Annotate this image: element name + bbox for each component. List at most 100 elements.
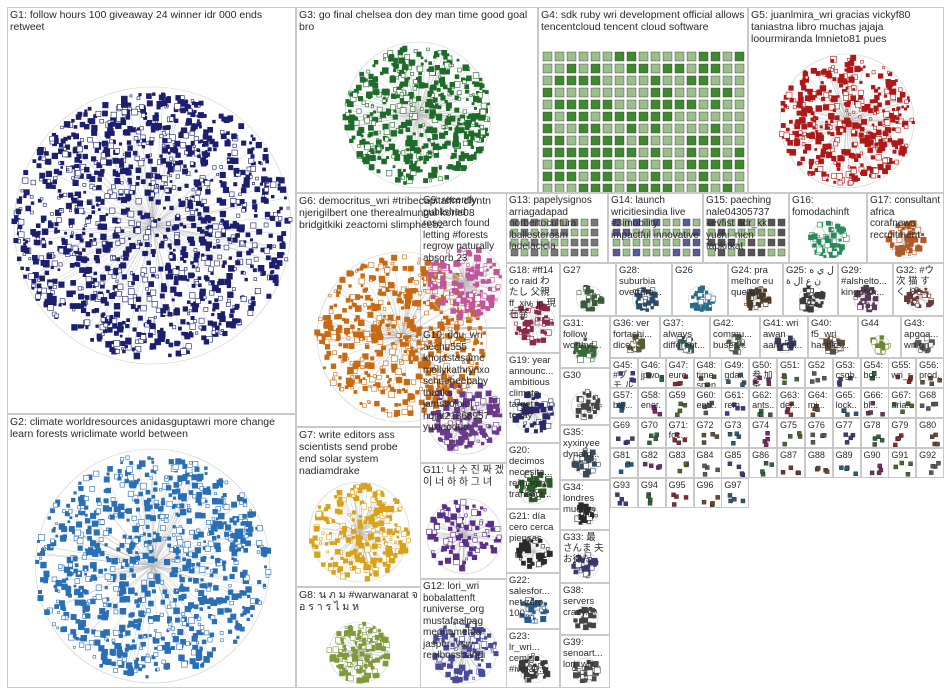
node xyxy=(415,373,421,379)
node xyxy=(173,597,178,602)
node xyxy=(431,127,438,134)
node xyxy=(71,231,74,235)
node xyxy=(870,173,877,179)
node xyxy=(186,518,193,524)
node xyxy=(72,556,78,562)
edge xyxy=(360,98,419,116)
node xyxy=(238,123,245,129)
node xyxy=(118,142,123,146)
node xyxy=(734,123,745,134)
node xyxy=(167,536,172,541)
node xyxy=(155,120,158,124)
node xyxy=(64,231,68,235)
node xyxy=(821,171,827,177)
node xyxy=(211,517,216,521)
node xyxy=(328,309,334,315)
node xyxy=(795,119,801,125)
node xyxy=(250,598,256,604)
node xyxy=(262,167,266,172)
node xyxy=(181,275,188,281)
node xyxy=(125,337,132,345)
node xyxy=(78,251,83,256)
node xyxy=(20,266,24,271)
node xyxy=(686,99,697,110)
node xyxy=(418,124,423,129)
node xyxy=(171,298,175,302)
node xyxy=(566,171,577,182)
node xyxy=(234,548,239,553)
node xyxy=(166,161,173,168)
node xyxy=(141,138,146,143)
node xyxy=(252,137,256,141)
node xyxy=(439,132,446,139)
node xyxy=(338,376,342,380)
node xyxy=(420,62,424,66)
node xyxy=(662,183,673,192)
node xyxy=(199,288,206,295)
node xyxy=(397,171,404,178)
node xyxy=(432,370,438,375)
node xyxy=(252,181,256,186)
node xyxy=(897,138,904,145)
node xyxy=(379,530,383,535)
node xyxy=(722,111,733,122)
node xyxy=(394,523,398,527)
node xyxy=(161,283,167,289)
node xyxy=(138,634,143,639)
node xyxy=(155,184,159,188)
node xyxy=(884,126,891,133)
node xyxy=(463,134,469,140)
node xyxy=(614,159,625,170)
node xyxy=(105,151,111,157)
node xyxy=(259,182,264,186)
node xyxy=(179,108,183,112)
node xyxy=(155,536,162,542)
node xyxy=(88,639,95,646)
node xyxy=(215,231,222,238)
node xyxy=(125,630,131,636)
node xyxy=(402,168,406,172)
node xyxy=(189,161,195,166)
node xyxy=(856,153,861,159)
node xyxy=(228,165,234,171)
node xyxy=(602,171,613,182)
node xyxy=(192,552,199,559)
node xyxy=(72,245,79,252)
node xyxy=(83,166,90,173)
node xyxy=(84,123,90,130)
node xyxy=(360,365,364,369)
node xyxy=(106,472,110,476)
node xyxy=(174,292,179,297)
node xyxy=(121,109,128,115)
node xyxy=(369,375,376,383)
node xyxy=(87,536,92,541)
node xyxy=(223,521,227,525)
node xyxy=(830,119,834,124)
node xyxy=(412,86,417,91)
node xyxy=(188,577,193,582)
node xyxy=(140,334,147,340)
node xyxy=(174,140,181,147)
node xyxy=(817,89,821,93)
node xyxy=(192,306,198,313)
node xyxy=(236,213,241,218)
node xyxy=(39,556,42,560)
node xyxy=(423,83,429,88)
node xyxy=(650,63,661,74)
node xyxy=(800,156,805,162)
node xyxy=(159,488,163,492)
node xyxy=(196,641,200,645)
node xyxy=(872,167,879,174)
node xyxy=(369,278,373,283)
node xyxy=(212,520,218,527)
node xyxy=(345,537,352,543)
node xyxy=(837,180,843,186)
node xyxy=(87,106,92,111)
node xyxy=(113,586,119,592)
node xyxy=(578,183,589,192)
node xyxy=(256,550,261,554)
node xyxy=(273,274,279,280)
node xyxy=(160,580,165,585)
node xyxy=(105,487,111,494)
node xyxy=(174,573,178,578)
